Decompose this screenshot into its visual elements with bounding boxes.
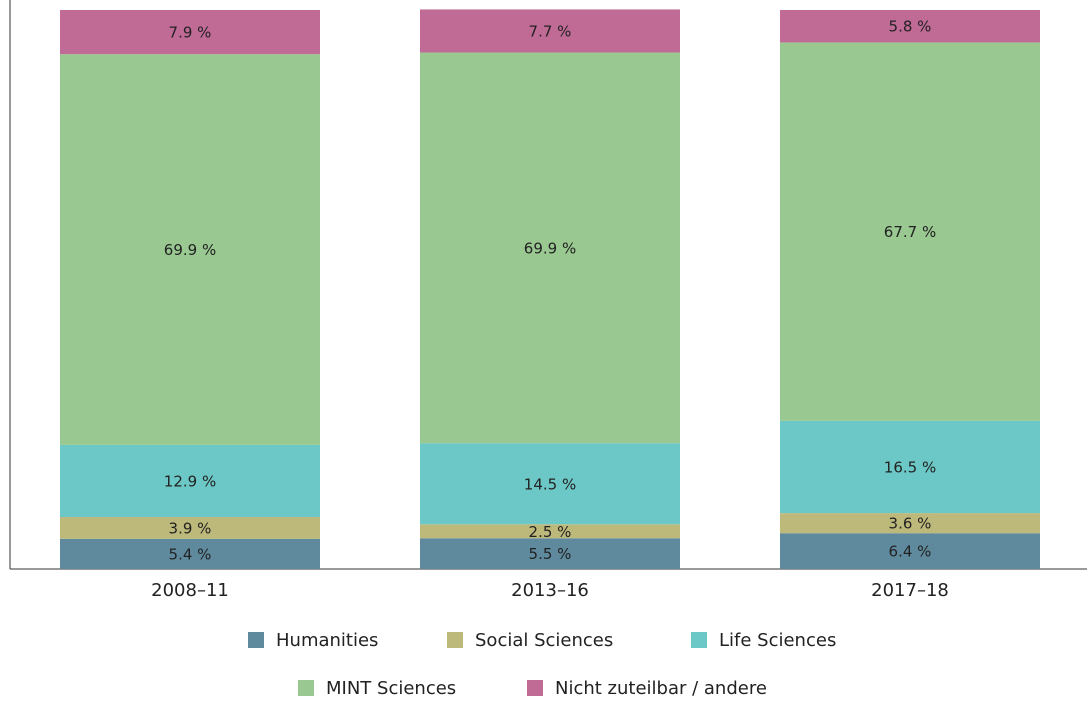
x-tick-label: 2013–16 <box>511 580 589 601</box>
legend-label: Social Sciences <box>475 630 613 651</box>
bar-segment <box>420 443 680 525</box>
bar-segment <box>780 42 1040 421</box>
bar-segment <box>420 9 680 53</box>
bar-segment <box>780 513 1040 534</box>
legend-swatch <box>691 632 707 648</box>
bar-segment <box>780 10 1040 43</box>
bar-segment <box>420 52 680 444</box>
x-tick-label: 2008–11 <box>151 580 229 601</box>
bar-segment <box>420 524 680 539</box>
legend-swatch <box>527 680 543 696</box>
value-label: 67.7 % <box>884 223 936 241</box>
value-label: 6.4 % <box>889 543 932 561</box>
legend-label: Humanities <box>276 630 378 651</box>
bar-segment <box>60 10 320 55</box>
value-label: 5.5 % <box>529 545 572 563</box>
legend-swatch <box>447 632 463 648</box>
value-label: 3.9 % <box>169 519 212 537</box>
legend-label: MINT Sciences <box>326 678 456 699</box>
value-label: 69.9 % <box>164 241 216 259</box>
legend-swatch <box>248 632 264 648</box>
value-label: 5.4 % <box>169 545 212 563</box>
value-label: 5.8 % <box>889 18 932 36</box>
bar-segment <box>780 420 1040 514</box>
value-label: 3.6 % <box>889 515 932 533</box>
bar-segment <box>60 538 320 569</box>
bar-segment <box>780 533 1040 569</box>
value-label: 69.9 % <box>524 239 576 257</box>
legend-swatch <box>298 680 314 696</box>
legend-label: Nicht zuteilbar / andere <box>555 678 767 699</box>
bar-segment <box>60 517 320 539</box>
value-label: 14.5 % <box>524 475 576 493</box>
x-tick-label: 2017–18 <box>871 580 949 601</box>
value-label: 7.9 % <box>169 24 212 42</box>
value-label: 12.9 % <box>164 472 216 490</box>
bar-segment <box>420 538 680 569</box>
value-label: 16.5 % <box>884 458 936 476</box>
bar-segment <box>60 54 320 445</box>
value-label: 2.5 % <box>529 523 572 541</box>
legend-label: Life Sciences <box>719 630 836 651</box>
value-label: 7.7 % <box>529 22 572 40</box>
bar-segment <box>60 444 320 518</box>
